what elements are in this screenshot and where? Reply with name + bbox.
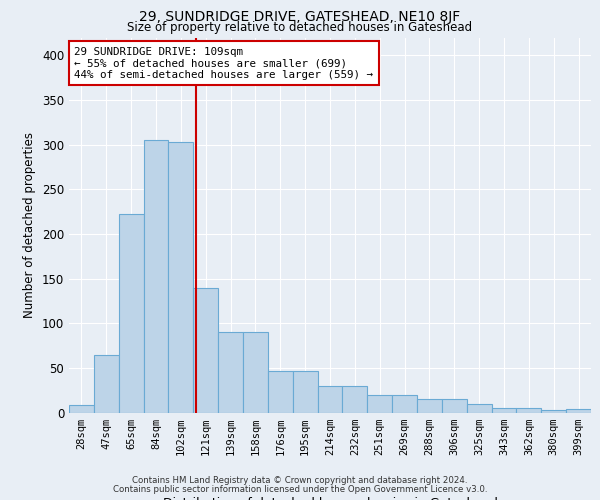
Text: Contains public sector information licensed under the Open Government Licence v3: Contains public sector information licen… [113,484,487,494]
Y-axis label: Number of detached properties: Number of detached properties [23,132,37,318]
Bar [317,386,343,412]
Bar [517,408,541,412]
Bar [541,410,566,412]
Bar [491,408,517,412]
Bar [193,288,218,412]
Bar [268,372,293,412]
Bar [243,332,268,412]
Text: 29, SUNDRIDGE DRIVE, GATESHEAD, NE10 8JF: 29, SUNDRIDGE DRIVE, GATESHEAD, NE10 8JF [139,10,461,24]
X-axis label: Distribution of detached houses by size in Gateshead: Distribution of detached houses by size … [163,496,497,500]
Bar [293,372,317,412]
Bar [367,394,392,412]
Bar [94,356,119,412]
Bar [467,404,491,412]
Bar [442,399,467,412]
Text: Contains HM Land Registry data © Crown copyright and database right 2024.: Contains HM Land Registry data © Crown c… [132,476,468,485]
Bar [343,386,367,412]
Bar [392,394,417,412]
Bar [566,409,591,412]
Text: Size of property relative to detached houses in Gateshead: Size of property relative to detached ho… [127,21,473,34]
Text: 29 SUNDRIDGE DRIVE: 109sqm
← 55% of detached houses are smaller (699)
44% of sem: 29 SUNDRIDGE DRIVE: 109sqm ← 55% of deta… [74,47,373,80]
Bar [143,140,169,412]
Bar [218,332,243,412]
Bar [69,406,94,412]
Bar [417,399,442,412]
Bar [119,214,143,412]
Bar [169,142,193,412]
